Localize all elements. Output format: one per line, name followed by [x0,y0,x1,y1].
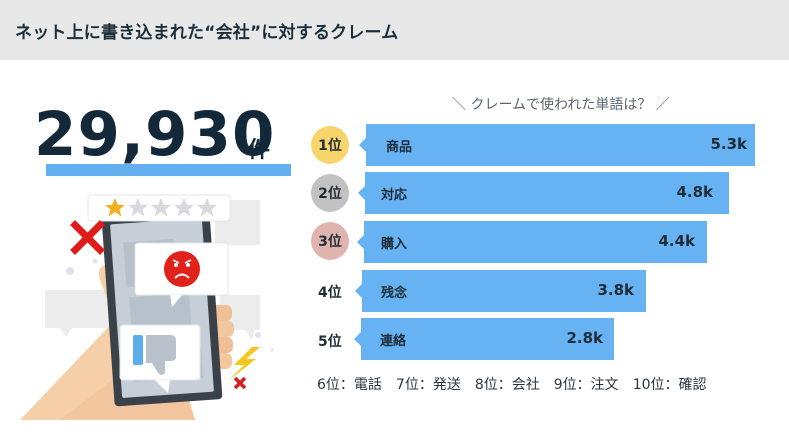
lightning-icon [228,347,260,381]
bar-rank-4: 残念 3.8k [355,270,646,312]
bar-label: 商品 [386,140,413,155]
angry-face-icon [134,242,229,307]
page-header: ネット上に書き込まれた“会社”に対するクレーム [0,0,789,60]
bar-rank-3: 購入 4.4k [357,221,707,263]
bar-rank-1: 商品 5.3k [359,124,755,166]
other-rank-6: 6位：電話 [317,377,382,393]
other-rank-8: 8位：会社 [474,377,540,393]
page-title: ネット上に書き込まれた“会社”に対するクレーム [15,23,399,43]
bar-label: 対応 [381,188,408,203]
bar-value: 3.8k [597,281,634,299]
other-rank-9: 9位：注文 [553,377,619,393]
bar-value: 4.4k [658,232,695,250]
bar-value: 4.8k [676,183,713,201]
bar-rank-2: 対応 4.8k [358,172,729,214]
bar-value: 5.3k [710,135,747,153]
total-unit: 件 [248,138,271,163]
rank-badge-1: 1位 [311,126,349,164]
rank-label-4: 4位 [318,285,342,301]
other-rank-7: 7位：発送 [395,377,461,393]
other-ranks: 6位：電話 7位：発送 8位：会社 9位：注文 10位：確認 [317,374,707,394]
bar-label: 購入 [381,237,408,252]
other-rank-10: 10位：確認 [632,377,707,393]
bar-label: 連絡 [380,334,407,349]
rank-badge-2: 2位 [311,174,349,212]
total-underline [46,164,291,176]
bar-rank-5: 連絡 2.8k [354,318,614,360]
star-rating-icon [87,194,231,222]
complaint-illustration [20,185,280,420]
thumbs-down-icon [119,324,201,393]
x-mark-icon [70,220,247,390]
rank-label-5: 5位 [318,334,342,350]
chart-subtitle: ＼ クレームで使われた単語は？ ／ [452,97,670,113]
rank-badge-3: 3位 [311,222,349,260]
total-number: 29,930 [34,99,276,170]
bar-value: 2.8k [566,329,603,347]
bar-label: 残念 [381,286,408,301]
